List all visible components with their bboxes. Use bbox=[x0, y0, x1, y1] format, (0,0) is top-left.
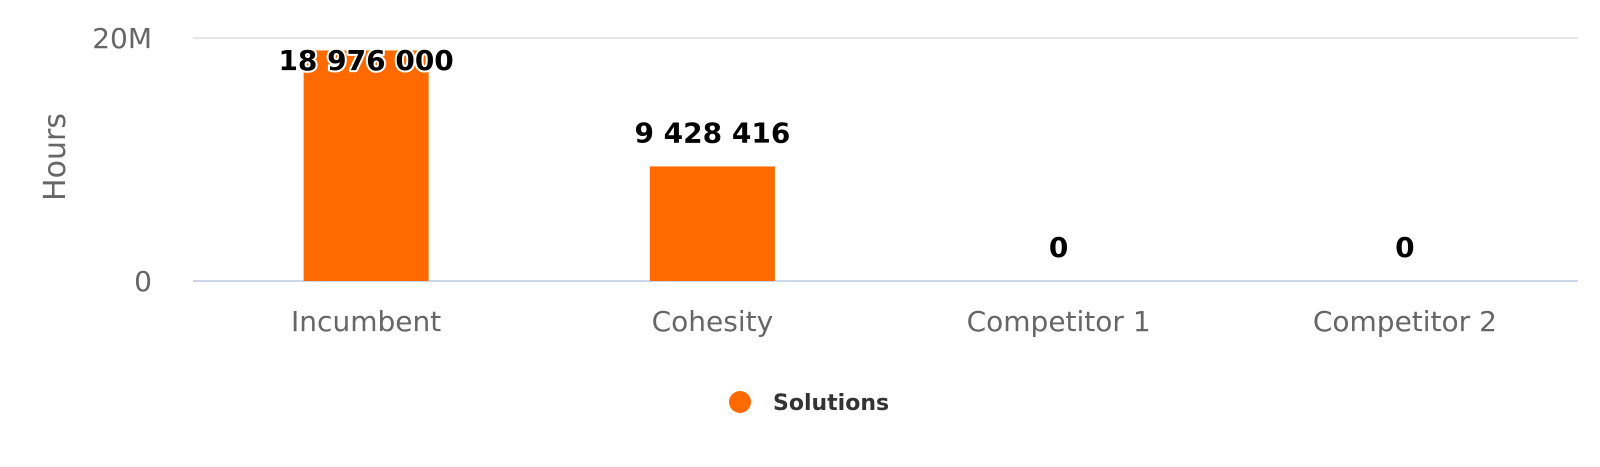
x-axis-ticks: Incumbent Cohesity Competitor 1 Competitor … bbox=[291, 305, 1497, 338]
x-tick-label: Competitor 2 bbox=[1313, 305, 1497, 338]
legend[interactable]: Solutions bbox=[729, 391, 889, 416]
data-labels: 18 976 000 9 428 416 0 0 bbox=[276, 42, 1416, 266]
data-label: 0 bbox=[1395, 231, 1414, 264]
data-label: 0 bbox=[1049, 231, 1068, 264]
x-tick-label: Cohesity bbox=[652, 305, 774, 338]
data-label: 9 428 416 bbox=[634, 116, 790, 149]
x-tick-label: Competitor 1 bbox=[967, 305, 1151, 338]
bar-incumbent[interactable] bbox=[303, 50, 429, 281]
bars bbox=[303, 50, 775, 281]
data-label: 18 976 000 bbox=[278, 44, 453, 77]
bar-cohesity[interactable] bbox=[649, 166, 775, 281]
y-tick-label: 0 bbox=[134, 265, 152, 298]
x-tick-label: Incumbent bbox=[291, 305, 441, 338]
legend-label-solutions: Solutions bbox=[773, 391, 889, 416]
y-axis-title: Hours bbox=[38, 113, 73, 201]
y-tick-label: 20M bbox=[92, 22, 152, 55]
y-axis-ticks: 0 20M bbox=[92, 22, 152, 298]
legend-marker-solutions bbox=[729, 391, 751, 413]
